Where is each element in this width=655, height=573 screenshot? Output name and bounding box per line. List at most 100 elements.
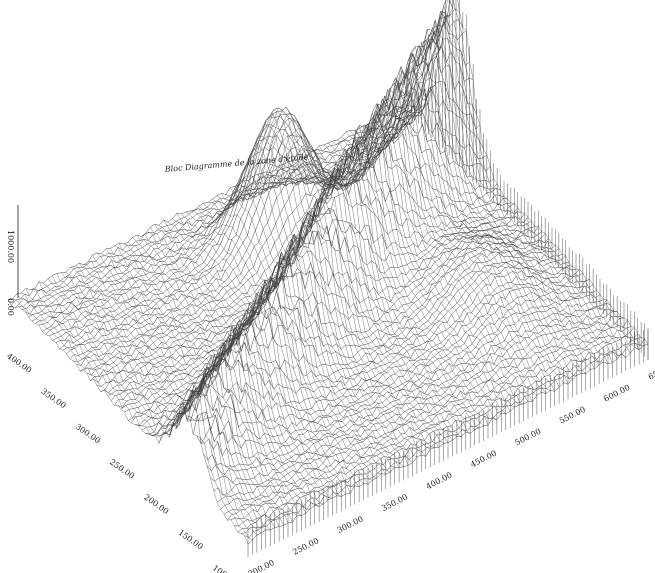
mesh-col [381, 27, 622, 357]
y-tick-label: 250.00 [108, 457, 136, 480]
mesh-col [332, 66, 573, 380]
y-tick-label: 300.00 [74, 422, 102, 445]
mesh-col [230, 107, 471, 434]
mesh-col [70, 267, 311, 510]
mesh-col [350, 45, 591, 370]
mesh-col [92, 255, 333, 499]
mesh-col [399, 4, 640, 350]
x-tick-label: 600.00 [602, 383, 631, 404]
mesh-col [212, 136, 453, 441]
mesh-row [186, 280, 587, 423]
y-tick-label: 100.00 [211, 563, 239, 573]
mesh-col [7, 299, 249, 545]
y-tick-label: 400.00 [5, 352, 33, 375]
mesh-col [47, 278, 289, 524]
mesh-col [30, 288, 271, 531]
y-tick-label: 350.00 [39, 387, 67, 410]
mesh-row [230, 326, 631, 520]
mesh-col [101, 253, 342, 497]
x-tick-label: 550.00 [558, 405, 587, 426]
mesh-col [310, 98, 551, 391]
mesh-col [247, 127, 489, 426]
mesh-col [34, 288, 275, 528]
mesh-col [105, 248, 346, 495]
mesh-col [78, 262, 320, 507]
x-tick-label: 400.00 [425, 470, 454, 491]
mesh-col [336, 64, 577, 376]
mesh-col [198, 175, 440, 448]
mesh-col [261, 138, 502, 414]
mesh-col [252, 135, 493, 420]
mesh-row [49, 14, 450, 337]
surface-mesh [7, 0, 649, 557]
mesh-col [74, 266, 315, 506]
mesh-col [274, 126, 515, 408]
mesh-col [318, 82, 560, 388]
mesh-col [305, 95, 546, 394]
x-tick-label: 200.00 [247, 558, 276, 573]
mesh-col [323, 77, 564, 383]
mesh-col [221, 113, 462, 438]
mesh-col [239, 113, 480, 428]
mesh-col [43, 283, 284, 526]
mesh-row [11, 105, 412, 306]
mesh-col [283, 117, 524, 405]
mesh-col [145, 232, 386, 475]
mesh-col [203, 162, 444, 444]
mesh-col [83, 264, 324, 504]
mesh-col [110, 248, 351, 494]
mesh-col [278, 124, 520, 406]
x-tick-label: 300.00 [336, 514, 365, 535]
y-tick-label: 200.00 [142, 493, 170, 516]
x-tick-label: 350.00 [380, 492, 409, 513]
mesh-col [367, 34, 609, 364]
mesh-row [124, 207, 525, 413]
mesh-col [21, 292, 262, 534]
mesh-col [390, 12, 631, 354]
mesh-row [55, 0, 451, 343]
mesh-col [345, 52, 586, 374]
mesh-row [145, 233, 546, 434]
x-tick-label: 500.00 [513, 427, 542, 448]
mesh-col [207, 145, 449, 443]
mesh-col [234, 106, 475, 430]
z-tick-label: 1000.00 [6, 230, 15, 263]
x-tick-label: 250.00 [291, 536, 320, 557]
mesh-col [225, 109, 466, 432]
mesh-col [194, 189, 435, 448]
mesh-row [175, 266, 577, 430]
mesh-col [190, 200, 431, 450]
mesh-col [216, 123, 457, 437]
mesh-row [42, 44, 443, 332]
y-tick-label: 150.00 [177, 528, 205, 551]
mesh-col [150, 227, 391, 473]
x-tick-label: 450.00 [469, 449, 498, 470]
mesh-col [56, 273, 298, 516]
mesh-col [372, 29, 613, 363]
mesh-row [244, 338, 645, 539]
mesh-row [151, 241, 553, 436]
x-tick-label: 650.00 [647, 361, 655, 382]
mesh-col [16, 293, 258, 535]
mesh-col [127, 242, 369, 485]
mesh-row [117, 177, 518, 408]
mesh-col [25, 288, 266, 531]
mesh-col [270, 124, 511, 412]
mesh-col [265, 135, 506, 415]
mesh-col [296, 106, 538, 396]
mesh-col [376, 20, 618, 360]
z-axis: 0.00 1000.00 [6, 205, 19, 316]
mesh-col [65, 272, 306, 514]
mesh-col [123, 243, 364, 484]
mesh-col [407, 0, 649, 345]
mesh-col [287, 112, 529, 402]
mesh-col [52, 275, 293, 523]
mesh-col [403, 0, 644, 346]
mesh-col [363, 40, 604, 363]
mesh-col [256, 145, 497, 420]
mesh-col [243, 119, 484, 427]
mesh-col [136, 235, 377, 478]
mesh-row [38, 51, 440, 326]
mesh-col [327, 75, 569, 385]
